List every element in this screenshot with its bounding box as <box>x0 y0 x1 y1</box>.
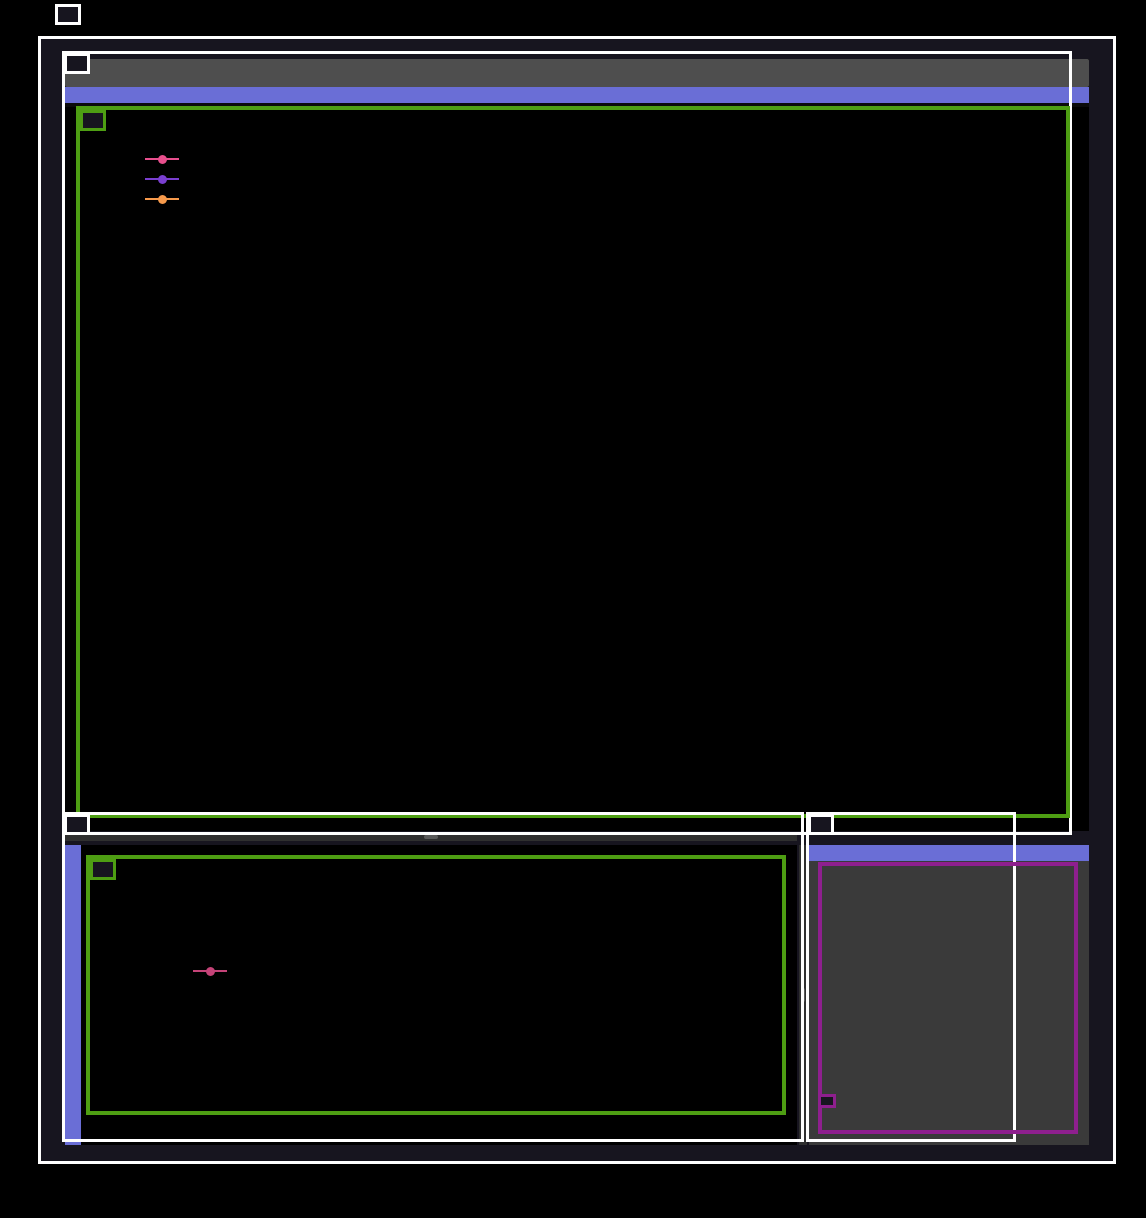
legend-item <box>145 169 187 189</box>
legend-swatch <box>145 174 179 184</box>
histogram-lut-canvas[interactable] <box>970 107 1085 477</box>
dock-top <box>65 59 1089 831</box>
bec-dock-area <box>38 36 1116 1164</box>
splitter-grip <box>801 988 805 1002</box>
histogram-lut[interactable] <box>970 107 1085 477</box>
annotation-spiral-label <box>818 1094 836 1108</box>
dock-bottom-right-titlebar[interactable] <box>809 845 1089 861</box>
legend-swatch <box>145 154 179 164</box>
dock-splitter-horizontal[interactable] <box>65 833 797 841</box>
annotation-dock-bottom-left-label <box>64 814 90 835</box>
legend-item <box>193 961 235 981</box>
dock-splitter-vertical[interactable] <box>799 845 807 1145</box>
dock-top-titlebar[interactable] <box>65 87 1089 103</box>
splitter-grip <box>424 835 438 839</box>
annotation-figure-top-label <box>80 110 106 131</box>
annotation-dock-top-label <box>64 53 90 74</box>
spiral-progress-canvas <box>809 861 1089 1145</box>
plot-motor-map[interactable] <box>73 482 573 822</box>
legend-swatch <box>145 194 179 204</box>
dock-bottom-right <box>809 845 1089 1145</box>
additional-legend <box>193 961 235 981</box>
annotation-dock-area-label <box>55 4 81 25</box>
waveform-legend <box>145 149 187 209</box>
dock-bottom-left-titlebar[interactable] <box>65 845 81 1145</box>
legend-item <box>145 149 187 169</box>
spiral-progress-bar[interactable] <box>809 861 1089 1145</box>
annotation-figure-bottom-label <box>90 859 116 880</box>
window-header-title <box>65 59 1089 87</box>
annotation-dock-bottom-right-label <box>808 814 834 835</box>
dock-bottom-left <box>65 845 797 1145</box>
legend-swatch <box>193 966 227 976</box>
bec-figure-bottom <box>85 845 797 1145</box>
additional-waveform-canvas <box>85 845 797 1145</box>
image-2d-canvas <box>585 107 1005 477</box>
legend-item <box>145 189 187 209</box>
bec-figure-top <box>65 107 1089 831</box>
plot-image-2d[interactable] <box>585 107 1005 477</box>
motor-map-canvas <box>73 482 573 822</box>
plot-waveform[interactable] <box>73 107 573 477</box>
